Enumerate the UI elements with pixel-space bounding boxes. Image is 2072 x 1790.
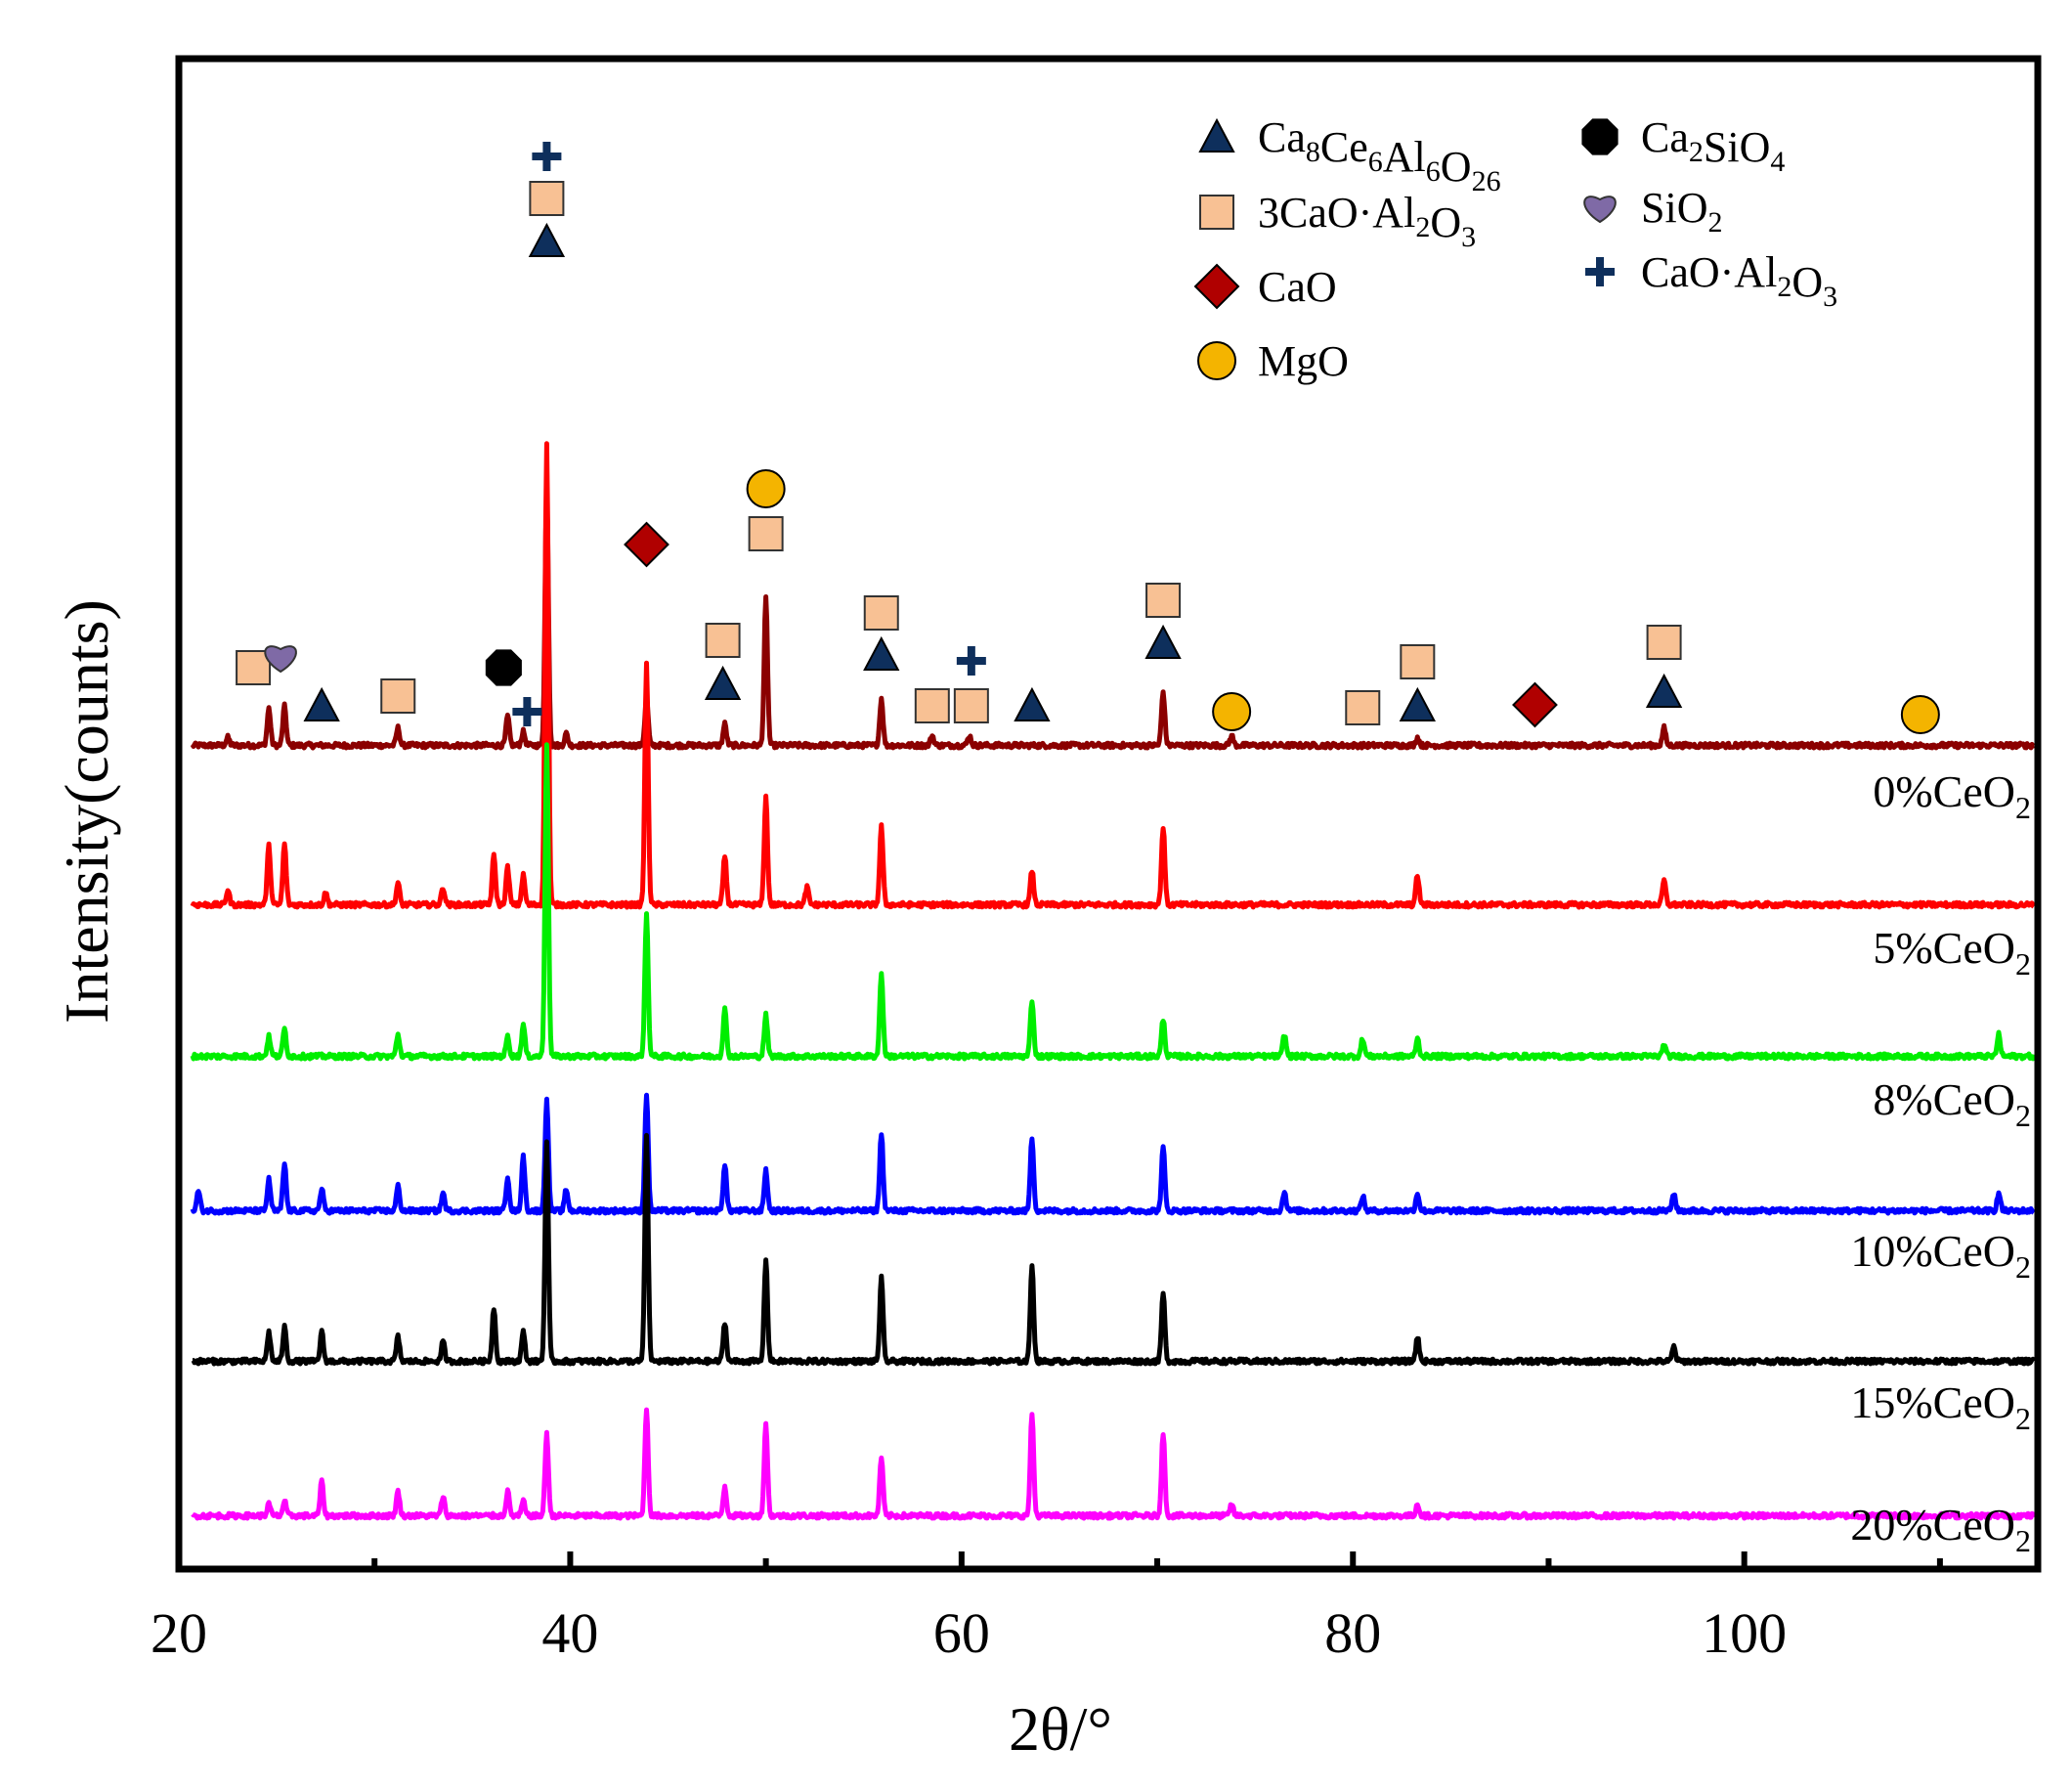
- x-tick-label: 20: [151, 1601, 207, 1665]
- marker-square-10: [1400, 644, 1436, 679]
- series-line-1: [190, 441, 2036, 910]
- legend-label-3: MgO: [1258, 337, 1349, 385]
- series-label-0: 0%CeO2: [1873, 766, 2031, 825]
- marker-triangle-4: [1014, 686, 1051, 721]
- marker-triangle-1: [528, 222, 566, 257]
- legend-label-1: 3CaO·Al2O3: [1258, 189, 1476, 253]
- x-tick-label: 80: [1324, 1601, 1381, 1665]
- series-line-2: [190, 742, 2037, 1062]
- marker-circle-2: [1900, 695, 1940, 734]
- marker-plus-0: [512, 697, 542, 726]
- marker-square-8: [1145, 583, 1182, 618]
- marker-plus-1: [532, 142, 562, 171]
- series-label-5: 20%CeO2: [1850, 1500, 2031, 1558]
- legend-symbol-triangle: [1198, 117, 1235, 153]
- series-line-3: [190, 1092, 2036, 1216]
- y-axis-title: Intensity(counts): [52, 599, 121, 1024]
- phase-marker-layer: [236, 142, 1940, 734]
- marker-triangle-0: [303, 686, 340, 721]
- x-tick-label: 100: [1702, 1601, 1787, 1665]
- marker-triangle-6: [1399, 686, 1436, 721]
- legend-symbol-heart: [1583, 196, 1617, 224]
- legend-symbol-plus: [1585, 257, 1615, 286]
- series-label-3: 10%CeO2: [1850, 1226, 2031, 1285]
- legend-label-4: Ca2SiO4: [1641, 113, 1785, 178]
- series-layer: [190, 441, 2037, 1521]
- marker-square-1: [380, 678, 416, 714]
- legend-symbol-diamond: [1193, 263, 1240, 310]
- legend-symbol-circle: [1197, 341, 1236, 380]
- legend-symbol-square: [1199, 195, 1234, 230]
- series-line-4: [191, 1132, 2037, 1367]
- marker-diamond-1: [1512, 681, 1558, 728]
- marker-triangle-3: [863, 635, 900, 671]
- marker-plus-2: [956, 646, 986, 676]
- marker-square-6: [914, 688, 950, 723]
- marker-heart-0: [264, 645, 297, 674]
- marker-square-2: [529, 181, 565, 216]
- series-line-5: [191, 1407, 2037, 1521]
- marker-triangle-2: [704, 665, 742, 700]
- marker-circle-0: [746, 469, 786, 508]
- x-axis: 20 40 60 80 100: [151, 1551, 1943, 1665]
- series-label-1: 5%CeO2: [1873, 923, 2031, 982]
- series-label-2: 8%CeO2: [1873, 1074, 2031, 1133]
- legend-label-5: SiO2: [1641, 184, 1722, 239]
- marker-octagon-0: [485, 649, 522, 686]
- marker-triangle-5: [1144, 624, 1182, 659]
- legend-label-6: CaO·Al2O3: [1641, 248, 1837, 313]
- x-tick-label: 60: [933, 1601, 990, 1665]
- x-axis-title: 2θ/°: [1009, 1694, 1112, 1764]
- marker-circle-1: [1212, 692, 1252, 731]
- marker-square-9: [1345, 690, 1381, 725]
- series-label-layer: 0%CeO2 5%CeO2 8%CeO2 10%CeO2 15%CeO2 20%CeO2: [1850, 766, 2031, 1558]
- marker-diamond-0: [624, 521, 669, 568]
- series-line-0: [190, 488, 2036, 751]
- marker-square-7: [953, 688, 989, 723]
- marker-square-3: [705, 623, 741, 658]
- marker-triangle-7: [1645, 673, 1683, 708]
- x-tick-label: 40: [541, 1601, 598, 1665]
- plot-frame: [175, 55, 2042, 1573]
- legend-label-2: CaO: [1258, 263, 1337, 311]
- series-label-4: 15%CeO2: [1850, 1377, 2031, 1436]
- legend-label-0: Ca8Ce6Al6O26: [1258, 113, 1501, 197]
- marker-square-0: [236, 650, 272, 685]
- marker-square-4: [748, 516, 784, 551]
- legend-symbol-octagon: [1581, 118, 1619, 155]
- marker-square-11: [1646, 625, 1682, 660]
- marker-square-5: [863, 595, 899, 631]
